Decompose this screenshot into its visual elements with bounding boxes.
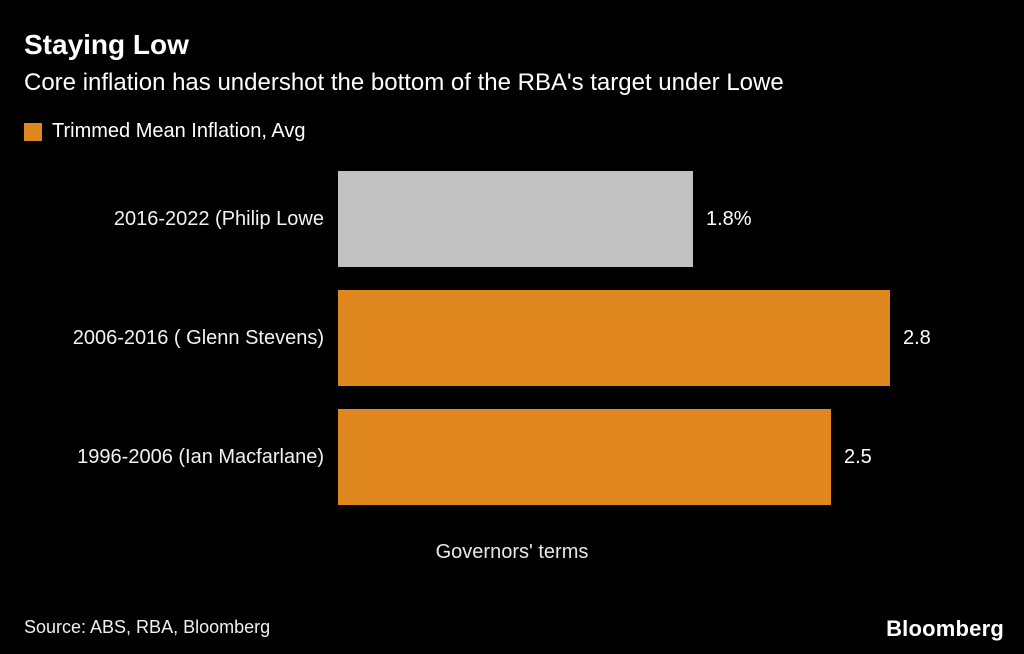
bar	[338, 409, 831, 506]
legend-swatch-icon	[24, 122, 42, 141]
bar-area: 1.8%	[338, 171, 1000, 268]
category-label: 2006-2016 ( Glenn Stevens)	[72, 326, 324, 349]
category-label: 1996-2006 (Ian Macfarlane)	[77, 445, 324, 468]
chart-subtitle: Core inflation has undershot the bottom …	[24, 68, 784, 96]
category-label: 2016-2022 (Philip Lowe	[113, 207, 324, 230]
chart-title: Staying Low	[24, 29, 189, 60]
legend-label: Trimmed Mean Inflation, Avg	[52, 120, 306, 143]
bar-row: 1996-2006 (Ian Macfarlane) 2.5	[24, 409, 1000, 506]
bar-area: 2.8	[338, 290, 1000, 387]
bar	[338, 171, 693, 268]
legend: Trimmed Mean Inflation, Avg	[24, 120, 1000, 143]
bar-area: 2.5	[338, 409, 1000, 506]
value-label: 2.8	[903, 326, 931, 349]
x-axis-label: Governors' terms	[435, 541, 589, 564]
bar	[338, 290, 890, 387]
bar-chart: 2016-2022 (Philip Lowe 1.8% 2006-2016 ( …	[24, 171, 1000, 506]
bloomberg-logo: Bloomberg	[886, 616, 1004, 641]
bar-row: 2006-2016 ( Glenn Stevens) 2.8	[24, 290, 1000, 387]
value-label: 1.8%	[706, 207, 752, 230]
source-note: Source: ABS, RBA, Bloomberg	[24, 617, 271, 637]
bar-row: 2016-2022 (Philip Lowe 1.8%	[24, 171, 1000, 268]
value-label: 2.5	[844, 445, 872, 468]
